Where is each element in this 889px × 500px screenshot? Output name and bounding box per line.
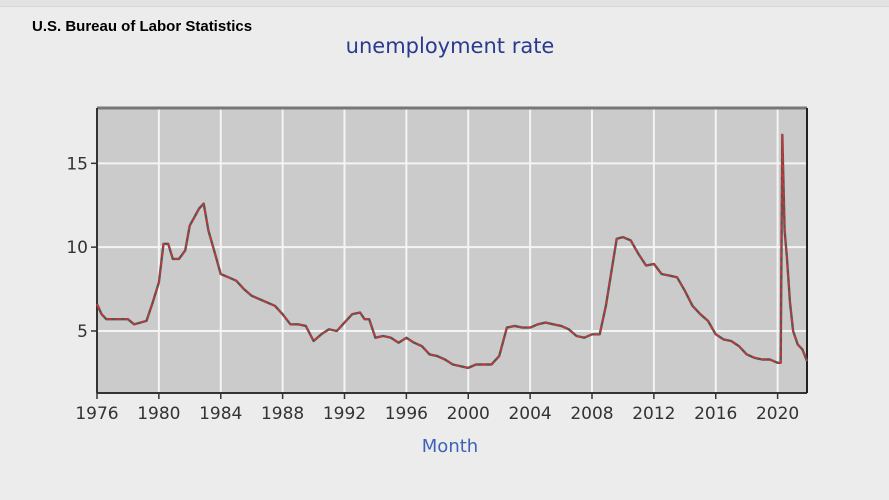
x-tick-label: 1984	[199, 404, 242, 424]
x-axis-ticks: 1976 1980 1984 1988 1992 1996 2000 2004 2008 2012…	[75, 393, 799, 424]
x-tick-label: 2016	[694, 404, 737, 424]
x-tick-label: 2012	[632, 404, 675, 424]
chart-title: unemployment rate	[345, 34, 555, 58]
axes	[96, 106, 808, 394]
x-tick-label: 1992	[323, 404, 366, 424]
x-tick-label: 2008	[570, 404, 613, 424]
grid-lines	[97, 108, 807, 393]
x-tick-label: 1996	[385, 404, 428, 424]
series-line-unemployment-rate	[96, 134, 808, 369]
x-tick-label: 1988	[261, 404, 304, 424]
x-tick-label: 1976	[75, 404, 118, 424]
x-tick-label: 2004	[508, 404, 551, 424]
browser-top-strip	[0, 0, 889, 7]
y-axis-ticks: 5 10 15	[66, 154, 97, 342]
x-tick-label: 2000	[447, 404, 490, 424]
plot-area	[97, 108, 807, 393]
source-label: U.S. Bureau of Labor Statistics	[32, 18, 253, 35]
y-tick-label: 10	[66, 238, 88, 258]
x-tick-label: 1980	[137, 404, 180, 424]
y-tick-label: 5	[77, 322, 88, 342]
y-tick-label: 15	[66, 154, 88, 174]
x-tick-label: 2020	[756, 404, 799, 424]
x-axis-label: Month	[421, 436, 479, 457]
